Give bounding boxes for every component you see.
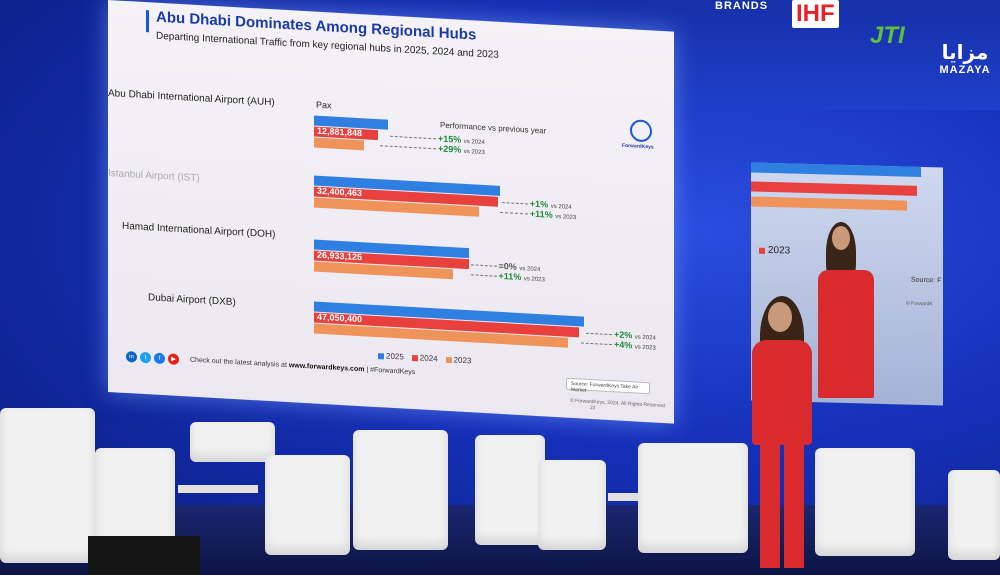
- copyright-text: © ForwardKeys, 2024. All Rights Reserved: [570, 397, 665, 410]
- side-table: [178, 485, 258, 493]
- lounge-chair: [638, 443, 748, 553]
- performance-pct: +11% vs 2023: [498, 270, 545, 284]
- side-bar-2023: [751, 196, 907, 211]
- forwardkeys-globe-icon: [630, 119, 652, 143]
- legend-item-2025: 2025: [378, 351, 404, 362]
- mazaya-arabic-text: مزايا: [941, 40, 989, 64]
- airport-label: Hamad International Airport (DOH): [122, 220, 276, 241]
- legend-item-2024: 2024: [411, 353, 438, 364]
- legend-label: 2023: [453, 355, 472, 366]
- linkedin-icon: in: [126, 351, 137, 363]
- connector-line: [470, 274, 497, 277]
- bar-2023: [314, 137, 364, 151]
- social-icons: in t f ▶: [126, 351, 179, 365]
- suit: [818, 270, 874, 398]
- cta-link: www.forwardkeys.com: [288, 362, 365, 374]
- suit-jacket: [752, 340, 812, 445]
- legend-swatch-icon: [445, 356, 452, 363]
- side-source: Source: F: [911, 276, 942, 285]
- connector-line: [580, 342, 612, 346]
- suit-leg: [760, 440, 780, 568]
- source-note: Source: ForwardKeys Take Air Market: [566, 377, 650, 395]
- youtube-icon: ▶: [168, 353, 179, 365]
- lounge-chair: [815, 448, 915, 556]
- performance-pct: +29% vs 2023: [438, 143, 485, 157]
- twitter-icon: t: [140, 351, 151, 364]
- connector-line: [380, 145, 436, 150]
- cta-prefix: Check out the latest analysis at: [190, 356, 289, 370]
- mazaya-text: MAZAYA: [939, 64, 991, 76]
- lounge-chair-back: [190, 422, 275, 462]
- connector-line: [501, 202, 528, 205]
- connector-line: [586, 332, 612, 336]
- lounge-chair: [0, 408, 95, 563]
- page-number: 22: [590, 404, 596, 412]
- chart-legend: 2025 2024 2023: [378, 351, 471, 365]
- sponsor-brands-logo: BRANDS: [715, 0, 769, 12]
- lounge-chair: [265, 455, 350, 555]
- side-bar-2024: [751, 181, 917, 196]
- facebook-icon: f: [154, 352, 165, 365]
- performance-pct: +11% vs 2023: [529, 208, 577, 222]
- legend-label: 2024: [419, 353, 438, 364]
- pax-label: Pax: [316, 99, 332, 111]
- connector-line: [500, 211, 528, 215]
- legend-swatch-icon: [411, 354, 418, 361]
- connector-line: [389, 135, 436, 140]
- cta-suffix: | #ForwardKeys: [364, 366, 416, 377]
- performance-pct: +4% vs 2023: [614, 339, 656, 352]
- head: [832, 226, 850, 250]
- lounge-chair: [538, 460, 606, 550]
- airport-label: Abu Dhabi International Airport (AUH): [108, 88, 275, 109]
- lounge-chair: [948, 470, 1000, 560]
- legend-swatch-icon: [378, 352, 384, 359]
- stage-monitor: [88, 536, 200, 575]
- side-copyright: © ForwardK: [906, 300, 933, 308]
- suit-leg: [784, 440, 804, 568]
- sponsor-ihf-logo: IHF: [792, 0, 839, 28]
- head: [768, 302, 792, 332]
- presentation-slide: Abu Dhabi Dominates Among Regional Hubs …: [108, 0, 674, 424]
- lounge-chair: [475, 435, 545, 545]
- copyright-note: © ForwardKeys, 2024. All Rights Reserved…: [570, 398, 674, 416]
- performance-label: Performance vs previous year: [440, 120, 547, 136]
- sponsor-jti-logo: JTI: [870, 22, 905, 49]
- sponsor-mazaya-logo: مزايا MAZAYA: [930, 40, 1000, 76]
- side-legend-2023: 2023: [759, 245, 790, 257]
- title-accent-bar: [146, 10, 149, 33]
- forwardkeys-logo-text: ForwardKeys: [622, 142, 654, 151]
- legend-swatch-icon: [759, 247, 765, 254]
- legend-label: 2025: [386, 351, 404, 362]
- connector-line: [470, 264, 497, 267]
- airport-label: Istanbul Airport (IST): [108, 168, 200, 185]
- legend-item-2023: 2023: [445, 355, 472, 366]
- side-legend-label: 2023: [768, 244, 791, 257]
- lounge-chair: [353, 430, 448, 550]
